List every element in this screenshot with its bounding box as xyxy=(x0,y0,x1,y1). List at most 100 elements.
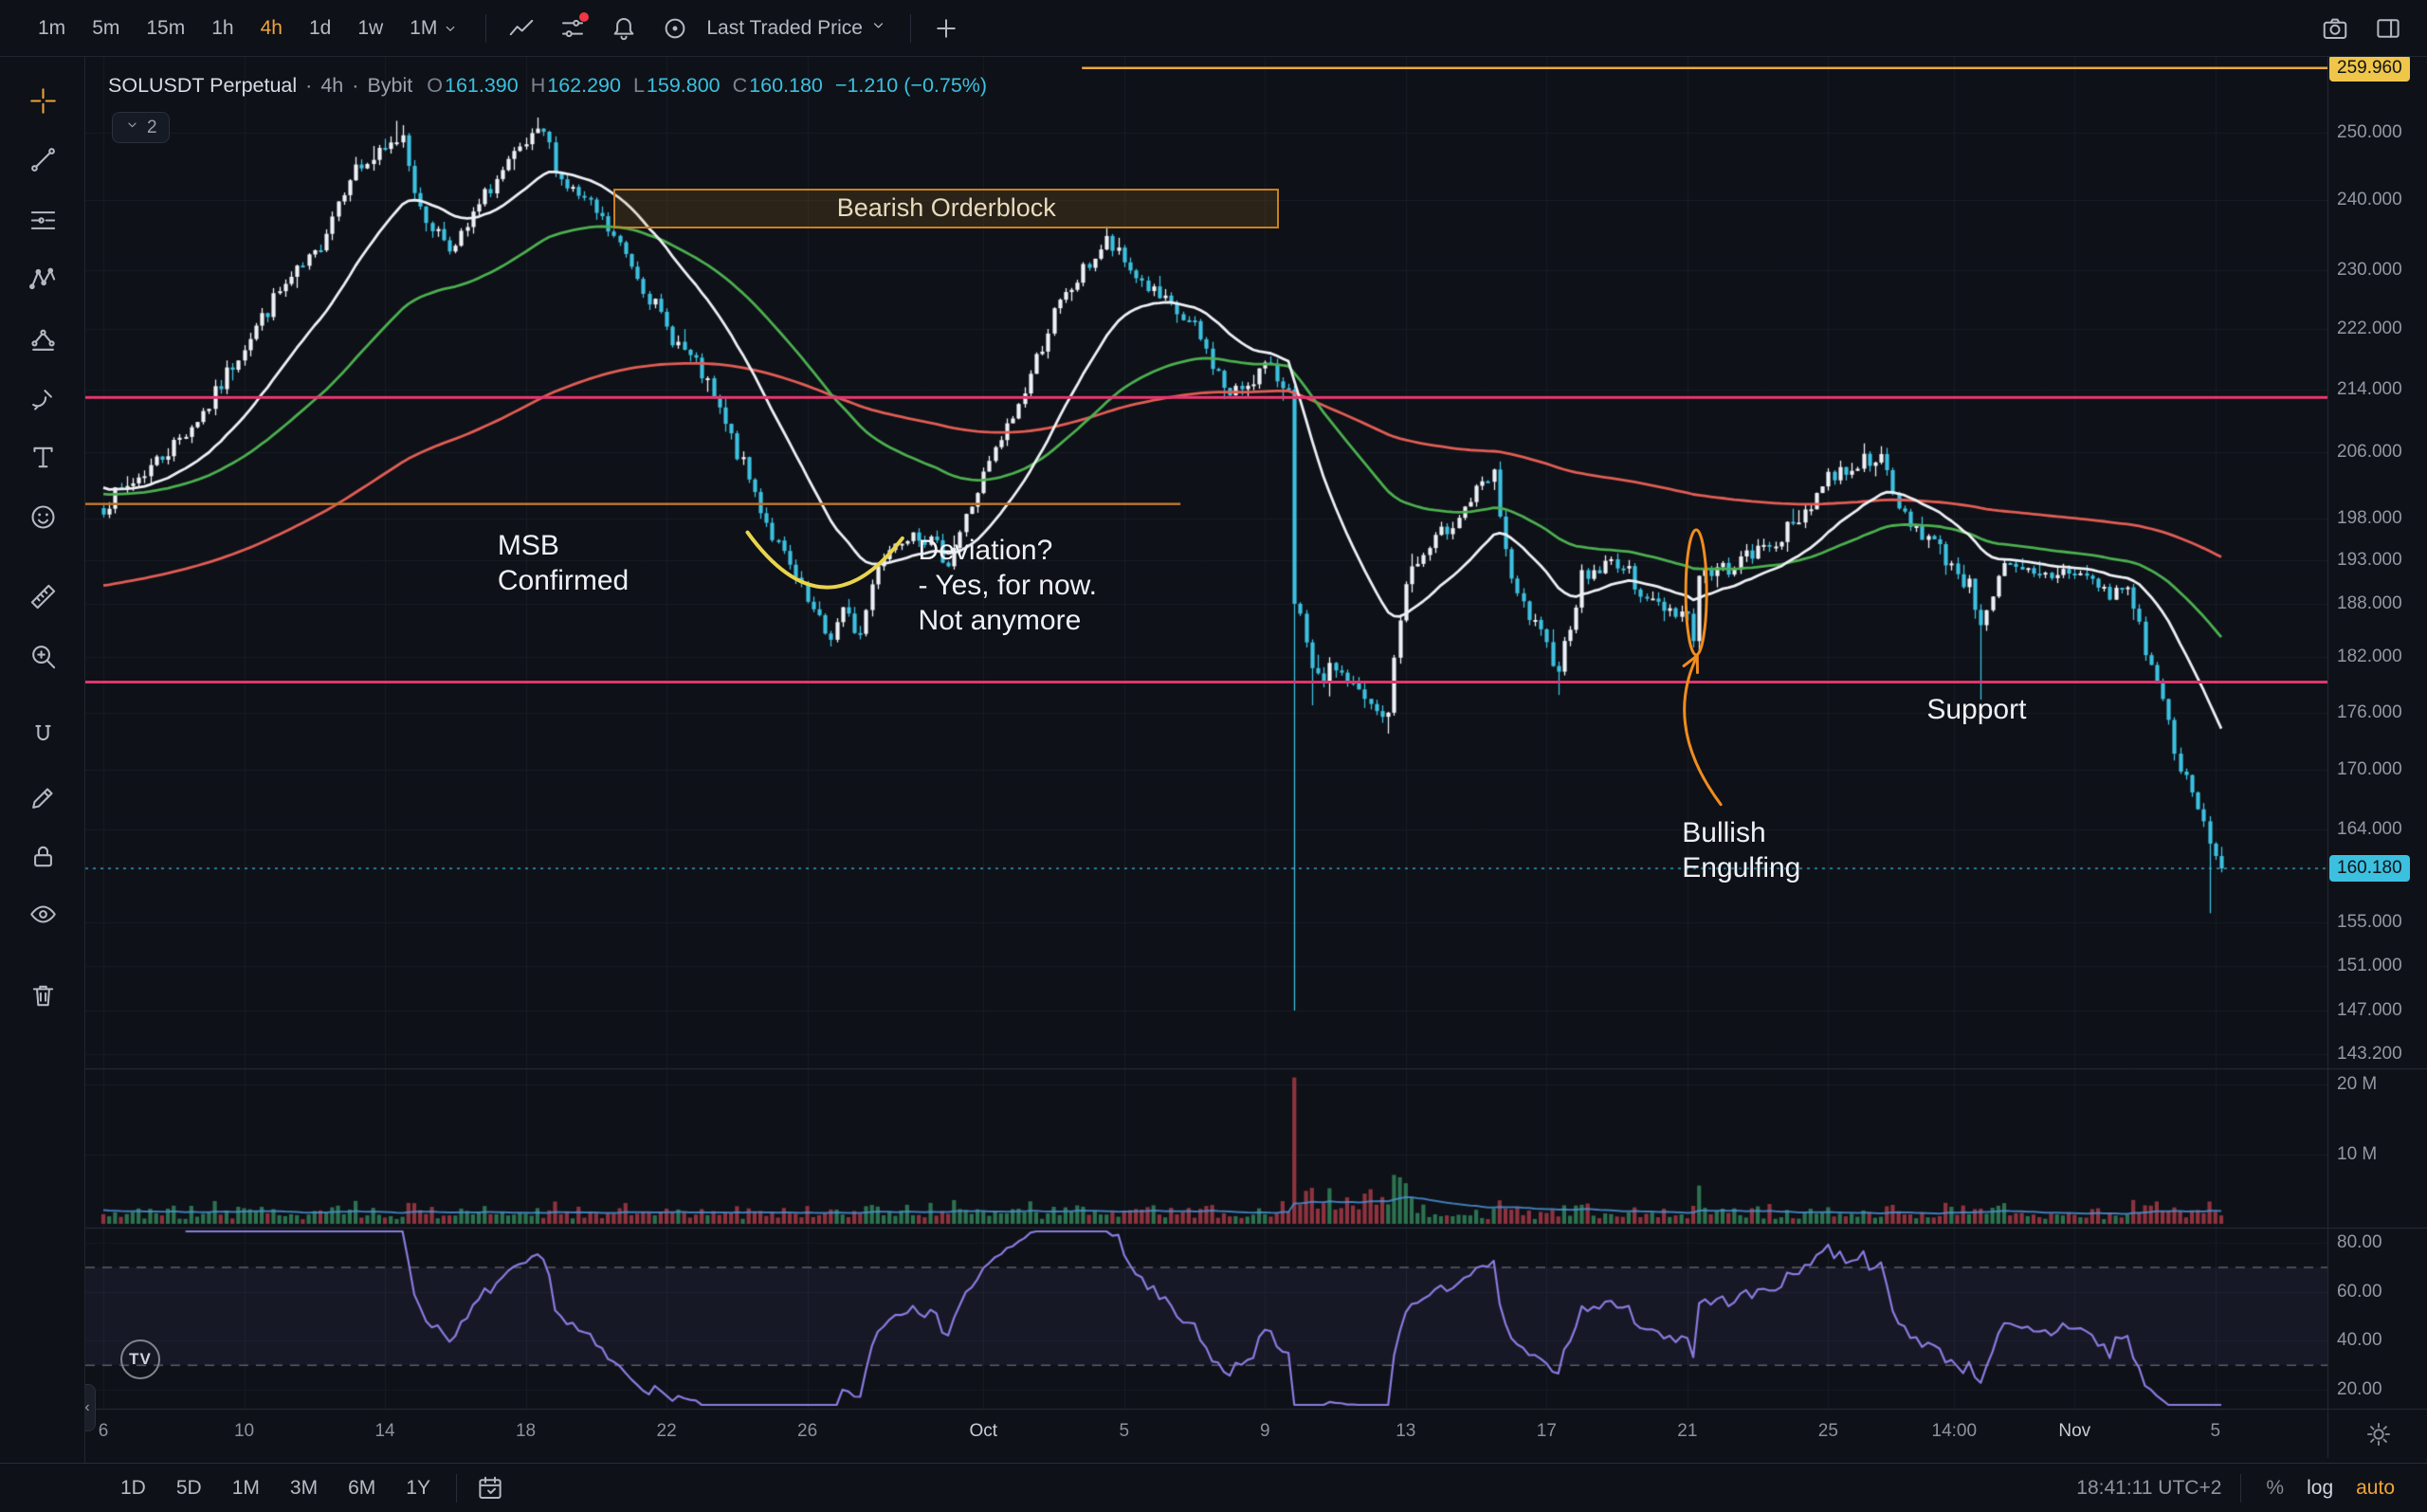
time-axis[interactable]: 6 10 14 18 22 26 Oct 5 9 13 17 21 25 14:00 Nov 5 xyxy=(85,1409,2427,1458)
range-1D[interactable]: 1D xyxy=(108,1473,158,1503)
axis-label: 222.000 xyxy=(2337,319,2402,339)
notification-dot xyxy=(579,11,590,22)
plus-icon[interactable] xyxy=(924,7,968,50)
xabcd-pattern-icon[interactable] xyxy=(20,256,65,301)
pane-settings-icon[interactable] xyxy=(2363,1419,2395,1451)
time-axis-label: 25 xyxy=(1817,1421,1838,1441)
percent-scale-button[interactable]: % xyxy=(2254,1473,2295,1503)
timeframe-15m[interactable]: 15m xyxy=(133,10,198,46)
log-scale-button[interactable]: log xyxy=(2295,1473,2345,1503)
axis-label: 193.000 xyxy=(2337,550,2402,571)
go-to-date-icon[interactable] xyxy=(470,1468,510,1508)
axis-label: 80.00 xyxy=(2337,1232,2382,1253)
engulfing-arrow[interactable] xyxy=(1683,654,1723,807)
separator-dot: · xyxy=(352,74,359,97)
axis-label: 60.00 xyxy=(2337,1281,2382,1302)
axis-label: 198.000 xyxy=(2337,507,2402,528)
axis-label: 230.000 xyxy=(2337,260,2402,281)
range-6M[interactable]: 6M xyxy=(336,1473,388,1503)
time-axis-label: 22 xyxy=(656,1421,677,1441)
timeframe-1m[interactable]: 1m xyxy=(25,10,79,46)
tradingview-logo[interactable]: TV xyxy=(120,1339,160,1379)
patterns-icon[interactable] xyxy=(20,317,65,362)
trend-line-icon[interactable] xyxy=(20,137,65,182)
price-source-label: Last Traded Price xyxy=(706,16,863,39)
layout-icon[interactable] xyxy=(2366,7,2410,50)
timeframe-5m[interactable]: 5m xyxy=(79,10,133,46)
time-axis-label: 21 xyxy=(1677,1421,1698,1441)
support-label[interactable]: Support xyxy=(1926,694,2027,726)
crosshair-icon[interactable] xyxy=(20,78,65,123)
toolbar-divider xyxy=(485,13,487,43)
target-icon[interactable] xyxy=(653,7,697,50)
edit-lock-icon[interactable] xyxy=(20,774,65,820)
price-axis[interactable]: 250.000 240.000 230.000 222.000 214.000 206.0… xyxy=(2327,57,2427,1458)
ohlc-l: L159.800 xyxy=(632,74,721,97)
bearish-orderblock-box[interactable]: Bearish Orderblock xyxy=(613,188,1280,229)
exchange-label: Bybit xyxy=(367,74,413,97)
ohlc-readout: O161.390 H162.290 L159.800 C160.180 xyxy=(427,74,823,98)
header-icons xyxy=(500,7,697,50)
axis-label: 151.000 xyxy=(2337,956,2402,976)
objects-count-chip[interactable]: 2 xyxy=(112,112,170,143)
timeframe-1h[interactable]: 1h xyxy=(198,10,246,46)
time-axis-label: 14:00 xyxy=(1931,1421,1978,1441)
axis-label: 176.000 xyxy=(2337,701,2402,722)
orderblock-label: Bearish Orderblock xyxy=(836,193,1056,223)
timeframe-group: 1m 5m 15m 1h 4h 1d 1w 1M xyxy=(25,10,472,46)
text-icon[interactable] xyxy=(20,434,65,480)
ohlc-o: O161.390 xyxy=(427,74,519,97)
range-1Y[interactable]: 1Y xyxy=(393,1473,443,1503)
axis-label: 10 M xyxy=(2337,1143,2378,1164)
engulfing-arrow-head[interactable] xyxy=(1682,654,1699,674)
trash-icon[interactable] xyxy=(20,973,65,1018)
lock-all-icon[interactable] xyxy=(20,833,65,879)
msb-confirmed-label[interactable]: MSB Confirmed xyxy=(497,530,630,597)
axis-label: 214.000 xyxy=(2337,379,2402,400)
brush-icon[interactable] xyxy=(20,375,65,421)
interval-label: 4h xyxy=(320,74,344,97)
range-1M[interactable]: 1M xyxy=(220,1473,272,1503)
time-axis-label: 10 xyxy=(233,1421,255,1441)
bullish-engulfing-label[interactable]: Bullish Engulfing xyxy=(1682,817,1801,884)
separator-dot: · xyxy=(305,74,313,97)
horizontal-lines-icon[interactable] xyxy=(20,197,65,243)
timeframe-1w[interactable]: 1w xyxy=(344,10,396,46)
indicators-icon[interactable] xyxy=(551,7,594,50)
axis-label: 206.000 xyxy=(2337,442,2402,463)
deviation-note-label[interactable]: Deviation? - Yes, for now. Not anymore xyxy=(918,535,1097,637)
zoom-icon[interactable] xyxy=(20,633,65,679)
price-source-dropdown[interactable]: Last Traded Price xyxy=(697,10,897,46)
date-range-group: 1D 5D 1M 3M 6M 1Y xyxy=(108,1473,443,1503)
chart-style-icon[interactable] xyxy=(500,7,543,50)
axis-label: 164.000 xyxy=(2337,819,2402,840)
emoji-icon[interactable] xyxy=(20,494,65,539)
time-axis-label: 5 xyxy=(2210,1421,2221,1441)
time-axis-label: 17 xyxy=(1536,1421,1557,1441)
chevron-down-icon xyxy=(124,117,140,138)
time-axis-label: 5 xyxy=(1119,1421,1130,1441)
hide-all-icon[interactable] xyxy=(20,891,65,937)
auto-scale-button[interactable]: auto xyxy=(2345,1473,2406,1503)
axis-label: 20 M xyxy=(2337,1074,2378,1094)
magnet-icon[interactable] xyxy=(20,714,65,759)
time-axis-label: 14 xyxy=(374,1421,395,1441)
timeframe-1d[interactable]: 1d xyxy=(296,10,344,46)
timeframe-4h[interactable]: 4h xyxy=(247,10,296,46)
symbol-info-bar[interactable]: SOLUSDT Perpetual · 4h · Bybit O161.390 H… xyxy=(108,74,987,98)
ruler-icon[interactable] xyxy=(20,574,65,619)
drawing-price-badge: 259.960 xyxy=(2329,54,2410,82)
time-axis-label: Oct xyxy=(969,1421,998,1441)
timeframe-1M[interactable]: 1M xyxy=(396,10,472,46)
axis-label: 170.000 xyxy=(2337,759,2402,780)
axis-label: 182.000 xyxy=(2337,647,2402,667)
alerts-icon[interactable] xyxy=(602,7,646,50)
range-5D[interactable]: 5D xyxy=(164,1473,214,1503)
range-3M[interactable]: 3M xyxy=(278,1473,330,1503)
top-toolbar: 1m 5m 15m 1h 4h 1d 1w 1M Last Traded Price xyxy=(0,0,2427,57)
camera-icon[interactable] xyxy=(2313,7,2357,50)
axis-label: 147.000 xyxy=(2337,999,2402,1020)
deviation-arc[interactable] xyxy=(745,530,904,590)
